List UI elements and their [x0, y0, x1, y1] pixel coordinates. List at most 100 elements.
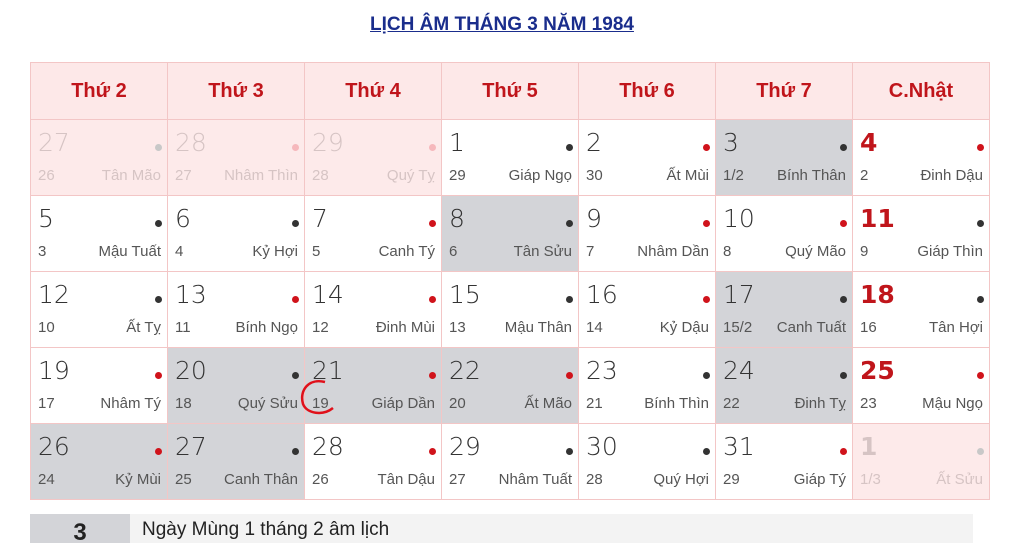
can-chi-name: Nhâm Dần — [637, 243, 709, 260]
can-chi-name: Quý Sửu — [237, 395, 298, 412]
day-cell[interactable]: 16 14 Kỷ Dậu — [578, 271, 716, 348]
lunar-day: 25 — [175, 471, 192, 488]
day-cell[interactable]: 24 22 Đinh Tỵ — [715, 347, 853, 424]
can-chi-name: Nhâm Thìn — [224, 167, 298, 184]
page-title[interactable]: LỊCH ÂM THÁNG 3 NĂM 1984 — [370, 14, 634, 35]
lunar-day: 22 — [723, 395, 740, 412]
can-chi-name: Quý Tỵ — [386, 167, 435, 184]
can-chi-name: Bính Ngọ — [235, 319, 298, 336]
solar-day: 27 — [38, 128, 70, 157]
day-cell[interactable]: 22 20 Ất Mão — [441, 347, 579, 424]
solar-day: 11 — [860, 204, 895, 233]
day-cell[interactable]: 3 1/2 Bính Thân — [715, 119, 853, 196]
solar-day: 29 — [312, 128, 344, 157]
lunar-day: 12 — [312, 319, 329, 336]
can-chi-name: Canh Tý — [378, 243, 435, 260]
day-cell[interactable]: 1 1/3 Ất Sửu — [852, 423, 990, 500]
day-cell[interactable]: 27 25 Canh Thân — [167, 423, 305, 500]
can-chi-name: Tân Mão — [101, 167, 161, 184]
day-dot-icon — [429, 296, 436, 303]
selected-day-number: 3 — [30, 514, 130, 546]
day-cell[interactable]: 8 6 Tân Sửu — [441, 195, 579, 272]
lunar-day: 1/3 — [860, 471, 881, 488]
day-cell[interactable]: 9 7 Nhâm Dần — [578, 195, 716, 272]
can-chi-name: Đinh Tỵ — [794, 395, 846, 412]
can-chi-name: Tân Dậu — [377, 471, 435, 488]
can-chi-name: Nhâm Tuất — [498, 471, 572, 488]
weekday-header: Thứ 3 — [167, 62, 305, 120]
day-cell[interactable]: 27 26 Tân Mão — [30, 119, 168, 196]
solar-day: 28 — [175, 128, 207, 157]
day-dot-icon — [566, 144, 573, 151]
day-cell[interactable]: 28 26 Tân Dậu — [304, 423, 442, 500]
lunar-day: 1/2 — [723, 167, 744, 184]
day-dot-icon — [566, 220, 573, 227]
week-row: 26 24 Kỷ Mùi 27 25 Canh Thân 28 26 Tân Dậu 29 27 Nh… — [30, 423, 990, 500]
day-cell[interactable]: 29 28 Quý Tỵ — [304, 119, 442, 196]
day-cell[interactable]: 2 30 Ất Mùi — [578, 119, 716, 196]
day-dot-icon — [840, 220, 847, 227]
day-cell[interactable]: 6 4 Kỷ Hợi — [167, 195, 305, 272]
weekday-header: C.Nhật — [852, 62, 990, 120]
solar-day: 13 — [175, 280, 207, 309]
day-cell[interactable]: 31 29 Giáp Tý — [715, 423, 853, 500]
day-cell[interactable]: 29 27 Nhâm Tuất — [441, 423, 579, 500]
week-row: 19 17 Nhâm Tý 20 18 Quý Sửu 21 19 Giáp Dần 22 20 Ất… — [30, 347, 990, 424]
can-chi-name: Quý Hợi — [653, 471, 709, 488]
day-dot-icon — [292, 296, 299, 303]
lunar-day: 17 — [38, 395, 55, 412]
day-cell[interactable]: 1 29 Giáp Ngọ — [441, 119, 579, 196]
can-chi-name: Ất Tỵ — [126, 319, 161, 336]
solar-day: 27 — [175, 432, 207, 461]
solar-day: 15 — [449, 280, 481, 309]
solar-day: 8 — [449, 204, 465, 233]
lunar-day: 8 — [723, 243, 732, 260]
can-chi-name: Đinh Dậu — [920, 167, 983, 184]
day-cell[interactable]: 10 8 Quý Mão — [715, 195, 853, 272]
day-dot-icon — [155, 220, 162, 227]
day-dot-icon — [703, 448, 710, 455]
weekday-header: Thứ 7 — [715, 62, 853, 120]
lunar-day: 15/2 — [723, 319, 753, 336]
lunar-day: 26 — [312, 471, 329, 488]
lunar-day: 28 — [586, 471, 603, 488]
day-cell[interactable]: 28 27 Nhâm Thìn — [167, 119, 305, 196]
day-dot-icon — [840, 448, 847, 455]
day-cell[interactable]: 7 5 Canh Tý — [304, 195, 442, 272]
solar-day: 21 — [312, 356, 344, 385]
day-dot-icon — [155, 144, 162, 151]
solar-day: 9 — [586, 204, 602, 233]
day-dot-icon — [429, 372, 436, 379]
day-cell[interactable]: 4 2 Đinh Dậu — [852, 119, 990, 196]
day-cell[interactable]: 20 18 Quý Sửu — [167, 347, 305, 424]
day-cell[interactable]: 18 16 Tân Hợi — [852, 271, 990, 348]
day-cell[interactable]: 21 19 Giáp Dần — [304, 347, 442, 424]
day-cell[interactable]: 15 13 Mậu Thân — [441, 271, 579, 348]
day-cell[interactable]: 30 28 Quý Hợi — [578, 423, 716, 500]
day-cell[interactable]: 14 12 Đinh Mùi — [304, 271, 442, 348]
day-dot-icon — [977, 144, 984, 151]
can-chi-name: Tân Hợi — [928, 319, 983, 336]
solar-day: 1 — [860, 432, 878, 461]
day-cell[interactable]: 11 9 Giáp Thìn — [852, 195, 990, 272]
day-cell[interactable]: 12 10 Ất Tỵ — [30, 271, 168, 348]
day-dot-icon — [155, 372, 162, 379]
day-dot-icon — [977, 296, 984, 303]
day-cell[interactable]: 13 11 Bính Ngọ — [167, 271, 305, 348]
day-cell[interactable]: 23 21 Bính Thìn — [578, 347, 716, 424]
day-dot-icon — [977, 448, 984, 455]
solar-day: 22 — [449, 356, 481, 385]
day-dot-icon — [292, 220, 299, 227]
can-chi-name: Giáp Thìn — [917, 243, 983, 260]
day-cell[interactable]: 5 3 Mậu Tuất — [30, 195, 168, 272]
day-cell[interactable]: 17 15/2 Canh Tuất — [715, 271, 853, 348]
solar-day: 12 — [38, 280, 70, 309]
day-dot-icon — [977, 372, 984, 379]
weekday-header: Thứ 4 — [304, 62, 442, 120]
lunar-day: 2 — [860, 167, 869, 184]
day-cell[interactable]: 25 23 Mậu Ngọ — [852, 347, 990, 424]
weekday-header-row: Thứ 2 Thứ 3 Thứ 4 Thứ 5 Thứ 6 Thứ 7 C.Nhật — [30, 62, 990, 120]
day-cell[interactable]: 26 24 Kỷ Mùi — [30, 423, 168, 500]
day-cell[interactable]: 19 17 Nhâm Tý — [30, 347, 168, 424]
solar-day: 26 — [38, 432, 70, 461]
